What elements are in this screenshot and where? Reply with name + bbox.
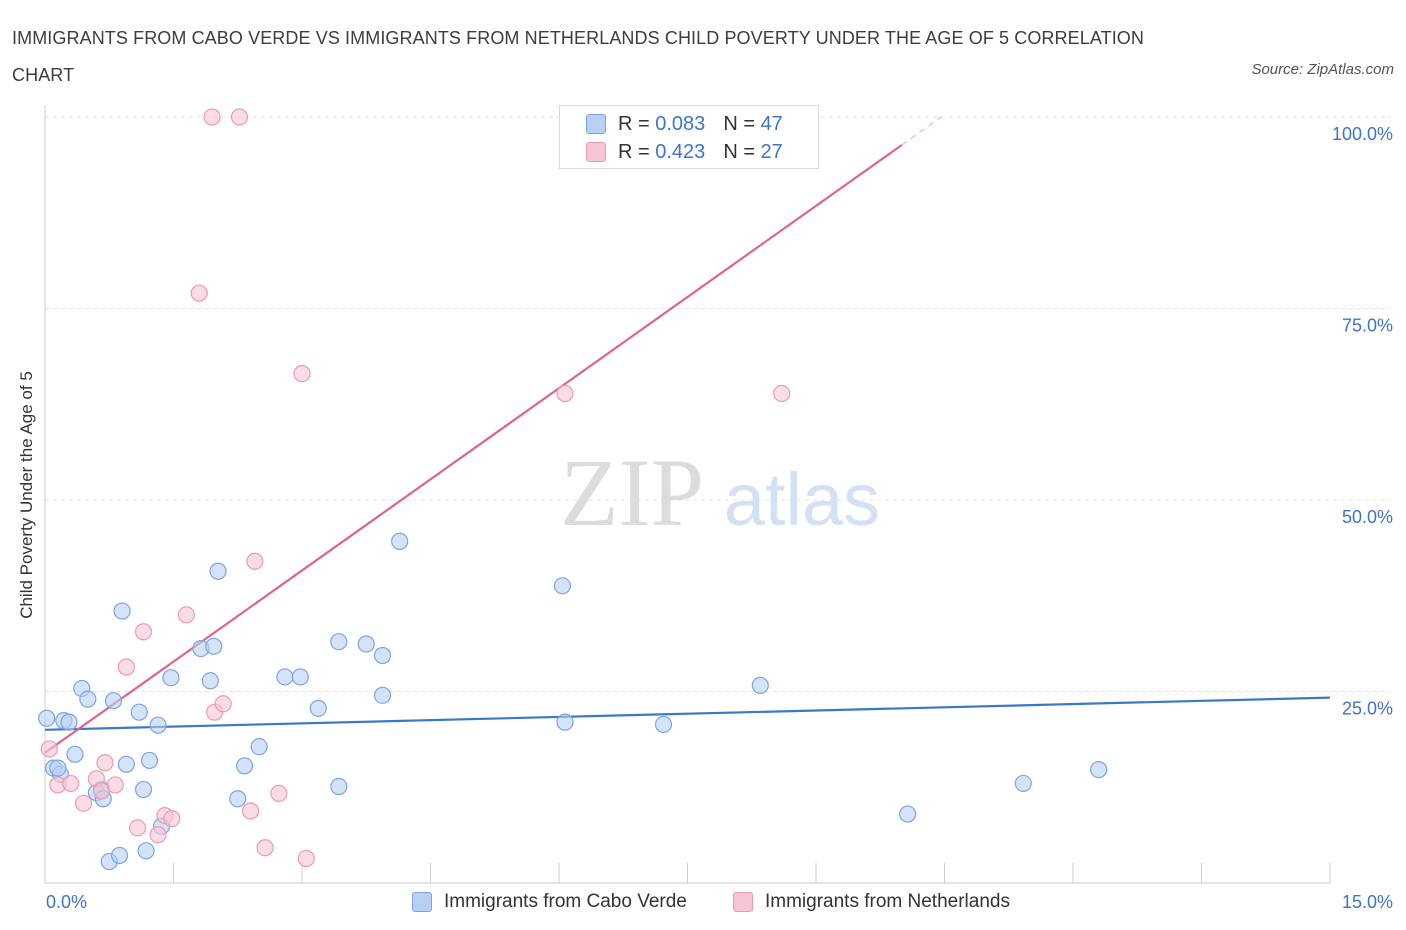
correlation-legend: R = 0.083 N = 47 R = 0.423 N = 27 xyxy=(559,105,819,169)
series-name-netherlands: Immigrants from Netherlands xyxy=(765,891,1010,912)
chart-source: Source: ZipAtlas.com xyxy=(1251,61,1394,78)
watermark-atlas: atlas xyxy=(724,458,880,541)
series-legend-cabo-verde: Immigrants from Cabo Verde xyxy=(412,889,687,915)
data-point-cabo-verde xyxy=(556,713,574,731)
data-point-netherlands xyxy=(190,284,208,302)
tick-labels: 25.0% 50.0% 75.0% 100.0% 0.0% 15.0% xyxy=(46,124,1393,912)
data-point-netherlands xyxy=(256,839,274,857)
series-name-cabo-verde: Immigrants from Cabo Verde xyxy=(444,891,687,912)
data-point-cabo-verde xyxy=(330,633,348,651)
chart-title: IMMIGRANTS FROM CABO VERDE VS IMMIGRANTS… xyxy=(12,28,1145,85)
gridlines xyxy=(45,116,1390,692)
data-point-cabo-verde xyxy=(654,715,673,734)
data-point-cabo-verde xyxy=(373,646,392,665)
y-tick-label: 25.0% xyxy=(1342,699,1393,719)
legend-row-netherlands: R = 0.423 N = 27 xyxy=(586,139,783,165)
data-point-cabo-verde xyxy=(201,672,219,690)
trend-line-netherlands xyxy=(44,144,903,754)
data-point-cabo-verde xyxy=(205,637,223,655)
data-point-netherlands xyxy=(270,784,288,802)
data-point-cabo-verde xyxy=(1090,761,1108,779)
legend-n-value: 47 xyxy=(760,112,783,135)
data-point-cabo-verde xyxy=(291,668,309,686)
watermark: ZIP atlas xyxy=(560,439,880,546)
data-point-cabo-verde xyxy=(137,842,155,860)
data-point-cabo-verde xyxy=(250,738,268,756)
series-swatch-netherlands xyxy=(733,892,753,912)
data-point-netherlands xyxy=(214,695,232,713)
data-point-netherlands xyxy=(242,802,260,820)
data-point-cabo-verde xyxy=(553,577,572,595)
data-point-netherlands xyxy=(293,365,311,383)
data-point-netherlands xyxy=(163,810,181,828)
data-point-netherlands xyxy=(128,819,147,837)
data-point-netherlands xyxy=(134,623,153,641)
data-point-cabo-verde xyxy=(309,699,327,717)
data-point-netherlands xyxy=(203,108,221,126)
data-point-cabo-verde xyxy=(130,703,148,721)
legend-swatch-cabo-verde xyxy=(586,114,606,134)
y-tick-label: 100.0% xyxy=(1332,124,1393,144)
trend-line-cabo-verde xyxy=(44,696,1331,731)
data-point-cabo-verde xyxy=(209,562,227,580)
data-point-netherlands xyxy=(297,849,315,868)
legend-n-value: 27 xyxy=(760,140,783,163)
data-point-netherlands xyxy=(96,754,114,772)
data-point-cabo-verde xyxy=(391,532,409,550)
data-point-cabo-verde xyxy=(117,755,135,773)
y-tick-label: 50.0% xyxy=(1342,507,1393,527)
data-point-cabo-verde xyxy=(229,790,247,808)
data-point-cabo-verde xyxy=(276,668,294,686)
legend-n-label: N = xyxy=(723,140,755,163)
data-point-cabo-verde xyxy=(1014,774,1032,793)
data-point-cabo-verde xyxy=(330,777,348,796)
data-point-cabo-verde xyxy=(373,686,392,704)
data-point-cabo-verde xyxy=(357,635,375,653)
series-swatch-cabo-verde xyxy=(412,892,432,912)
data-point-netherlands xyxy=(773,384,791,403)
series-legend-netherlands: Immigrants from Netherlands xyxy=(733,889,1010,915)
data-point-netherlands xyxy=(117,658,135,676)
legend-r-label: R = xyxy=(618,112,650,135)
data-point-netherlands xyxy=(230,108,249,126)
data-point-cabo-verde xyxy=(66,745,84,763)
data-point-netherlands xyxy=(74,794,93,812)
data-point-netherlands xyxy=(40,740,58,758)
data-point-netherlands xyxy=(556,384,574,403)
legend-r-value: 0.083 xyxy=(655,112,706,135)
data-point-cabo-verde xyxy=(104,692,123,710)
legend-swatch-netherlands xyxy=(586,142,606,162)
y-tick-label: 75.0% xyxy=(1342,316,1393,336)
data-point-netherlands xyxy=(106,776,124,794)
x-tick-label-min: 0.0% xyxy=(46,892,87,912)
data-point-cabo-verde xyxy=(60,713,78,731)
data-point-netherlands xyxy=(62,774,80,793)
data-point-netherlands xyxy=(246,552,264,570)
data-point-cabo-verde xyxy=(38,709,56,727)
data-point-netherlands xyxy=(177,606,195,624)
data-point-cabo-verde xyxy=(134,780,153,799)
data-point-cabo-verde xyxy=(113,602,131,620)
x-tick-label-max: 15.0% xyxy=(1342,892,1393,912)
data-point-cabo-verde xyxy=(751,676,769,694)
data-point-cabo-verde xyxy=(110,846,129,865)
legend-r-value: 0.423 xyxy=(655,140,706,163)
data-points xyxy=(38,108,1108,871)
watermark-zip: ZIP xyxy=(560,439,704,546)
data-point-cabo-verde xyxy=(162,669,180,687)
trend-lines xyxy=(44,116,1331,754)
data-point-cabo-verde xyxy=(899,805,917,823)
data-point-cabo-verde xyxy=(140,751,159,770)
legend-n-label: N = xyxy=(723,112,755,135)
legend-row-cabo-verde: R = 0.083 N = 47 xyxy=(586,111,783,137)
legend-r-label: R = xyxy=(618,140,650,163)
data-point-cabo-verde xyxy=(49,759,67,777)
data-point-cabo-verde xyxy=(236,757,254,775)
trend-line-extension-netherlands xyxy=(901,116,942,146)
data-point-cabo-verde xyxy=(79,690,97,708)
data-point-netherlands xyxy=(149,826,167,844)
data-point-cabo-verde xyxy=(149,716,167,734)
